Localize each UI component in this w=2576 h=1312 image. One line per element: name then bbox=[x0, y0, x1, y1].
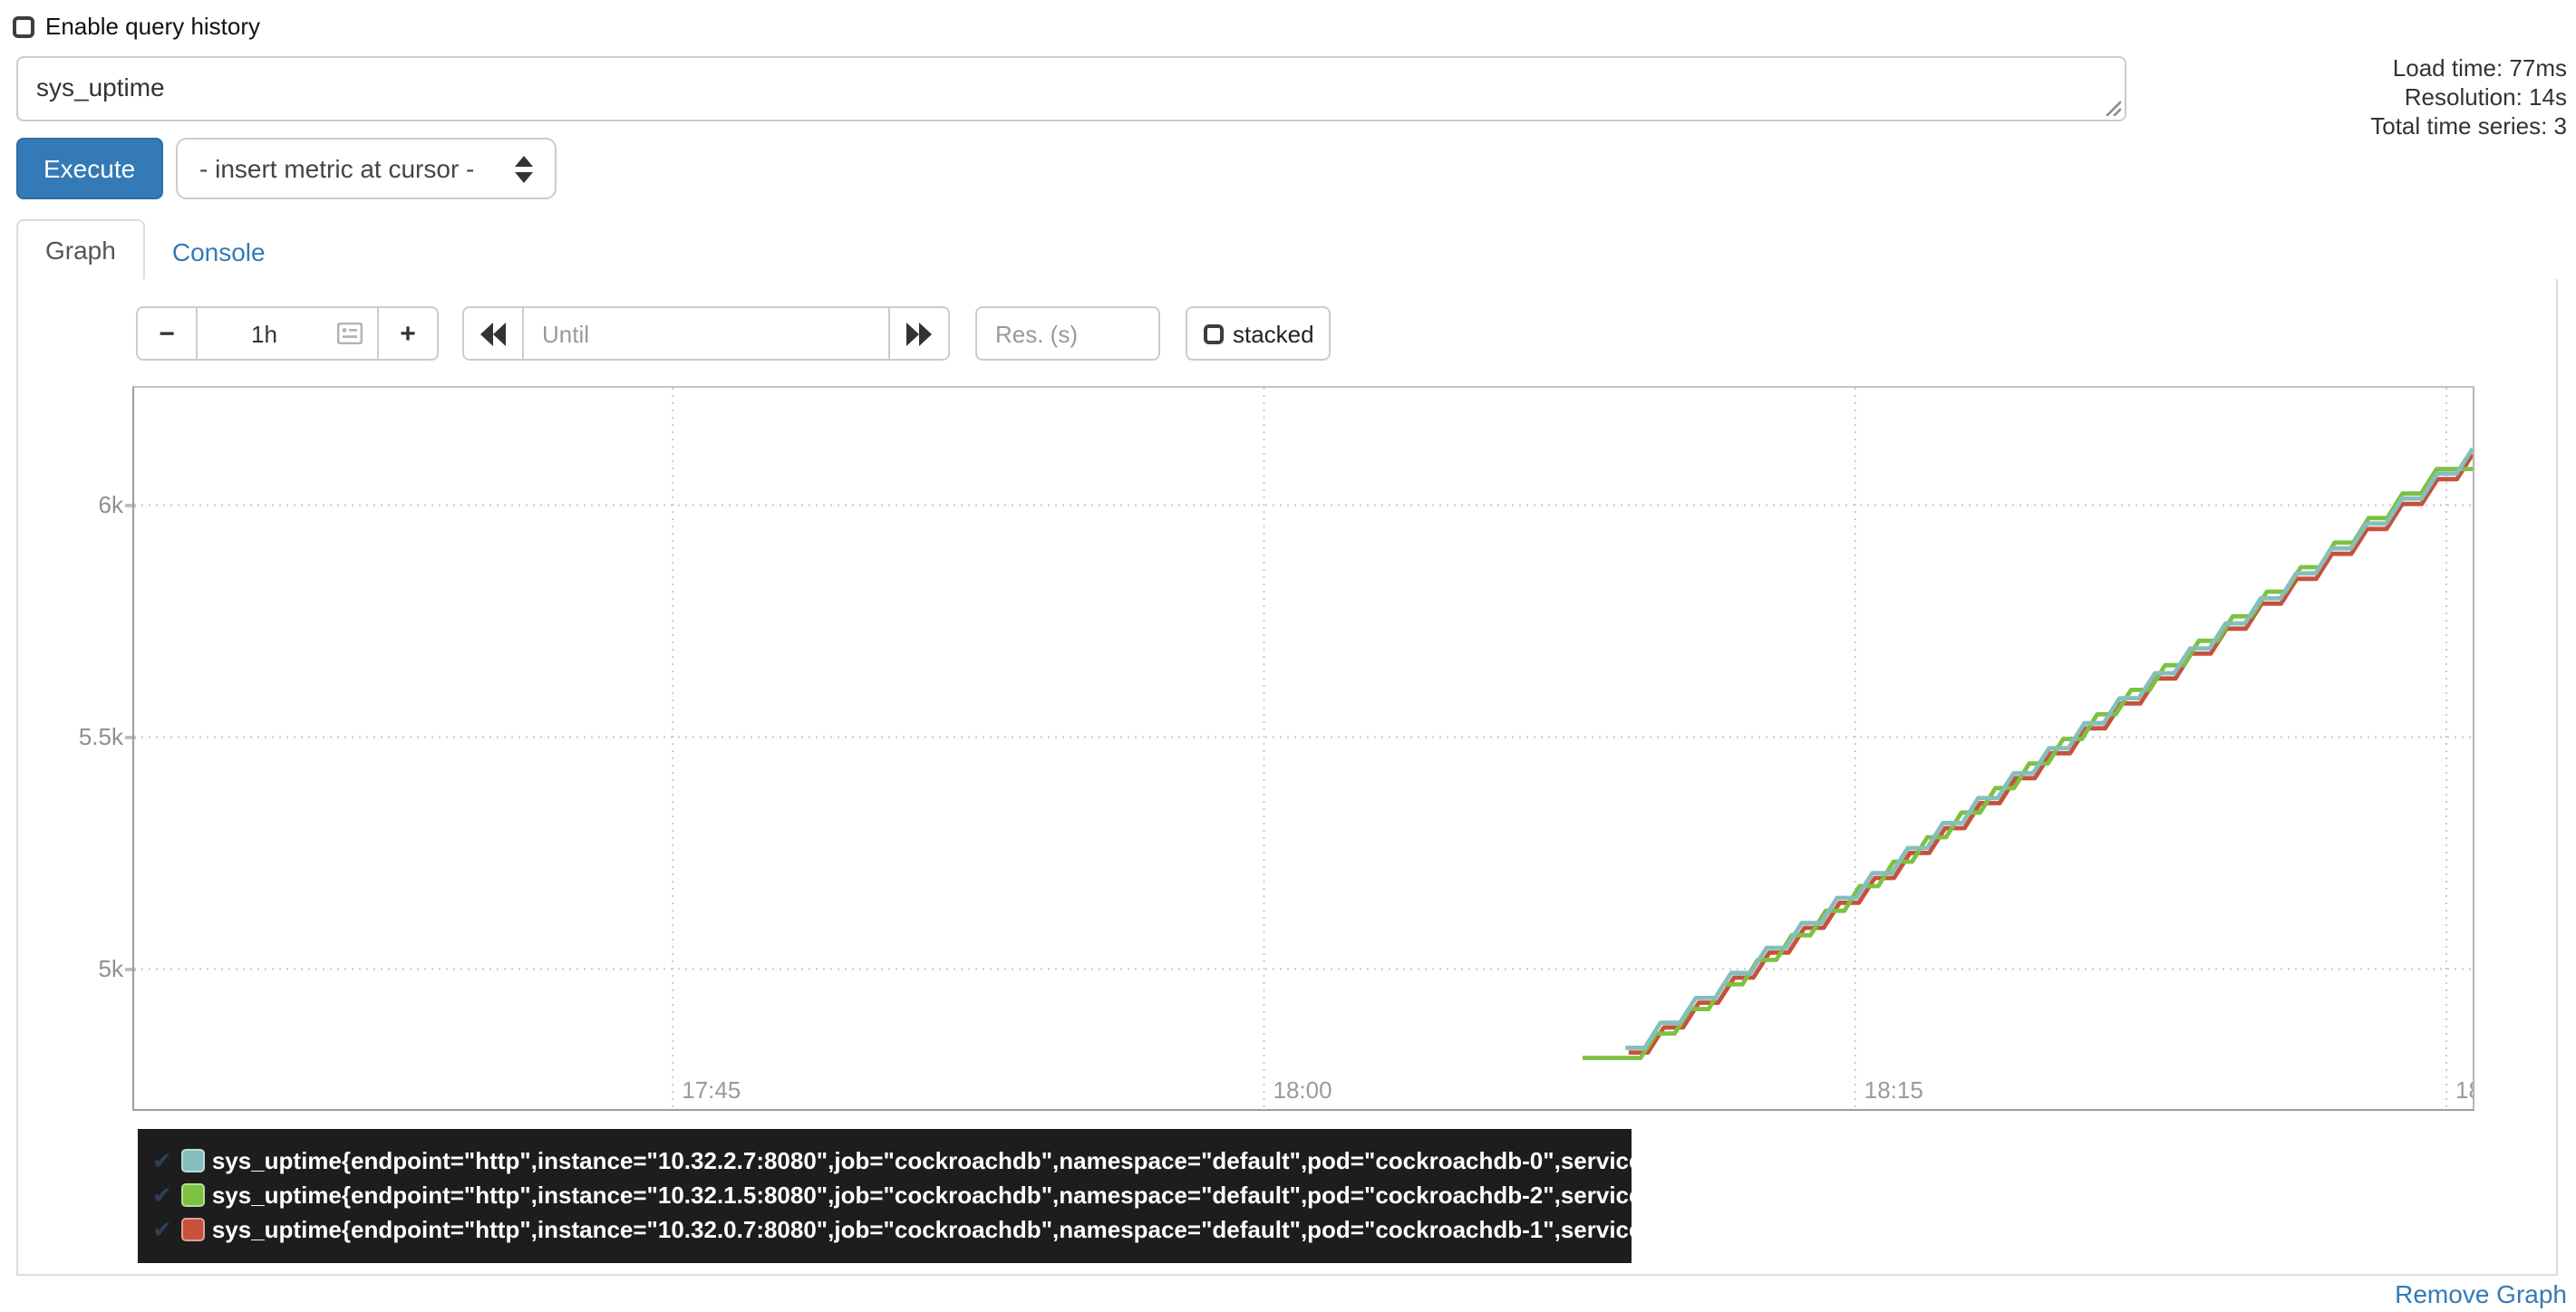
rewind-time-button[interactable] bbox=[462, 306, 524, 361]
y-tick-mark bbox=[125, 503, 136, 507]
y-tick-label: 5.5k bbox=[78, 722, 123, 750]
y-tick-label: 5k bbox=[98, 954, 123, 982]
insert-metric-selected-value: - insert metric at cursor - bbox=[199, 154, 475, 183]
legend-color-swatch bbox=[180, 1149, 205, 1172]
y-tick-label: 6k bbox=[98, 490, 123, 518]
range-input-group: − + bbox=[136, 306, 439, 361]
x-tick-label: 18:15 bbox=[1864, 1076, 1923, 1104]
resolution: Resolution: 14s bbox=[2404, 83, 2567, 111]
chart-legend: ✔ sys_uptime{endpoint="http",instance="10… bbox=[138, 1129, 1834, 1263]
x-tick-label: 18:30 bbox=[2455, 1076, 2473, 1104]
resolution-field bbox=[975, 306, 1160, 361]
load-time: Load time: 77ms bbox=[2392, 54, 2567, 82]
select-updown-icon bbox=[515, 155, 533, 182]
series-line bbox=[1583, 467, 2473, 1060]
legend-series-label: sys_uptime{endpoint="http",instance="10.… bbox=[211, 1182, 1835, 1209]
legend-color-swatch bbox=[180, 1218, 205, 1241]
legend-series-label: sys_uptime{endpoint="http",instance="10.… bbox=[211, 1216, 1835, 1243]
legend-series-label: sys_uptime{endpoint="http",instance="10.… bbox=[211, 1147, 1835, 1174]
double-right-arrow-icon bbox=[906, 322, 932, 345]
tab-console[interactable]: Console bbox=[171, 237, 266, 266]
graph-panel: − + bbox=[16, 279, 2558, 1276]
x-tick-label: 18:00 bbox=[1273, 1076, 1332, 1104]
x-tick-label: 17:45 bbox=[682, 1076, 741, 1104]
shrink-range-button[interactable]: − bbox=[136, 306, 198, 361]
enable-query-history-checkbox[interactable] bbox=[13, 15, 34, 37]
tab-graph[interactable]: Graph bbox=[16, 219, 145, 281]
legend-row[interactable]: ✔ sys_uptime{endpoint="http",instance="10… bbox=[152, 1178, 1834, 1212]
plot-area[interactable]: 17:45 18:00 18:15 18:30 bbox=[132, 386, 2474, 1111]
tab-bar: Graph Console bbox=[16, 219, 2558, 281]
series-line bbox=[1628, 452, 2473, 1055]
range-duration-input[interactable] bbox=[233, 320, 342, 347]
series-line bbox=[1625, 447, 2473, 1050]
time-input-group bbox=[462, 306, 950, 361]
legend-check-icon: ✔ bbox=[152, 1182, 172, 1209]
stacked-label: stacked bbox=[1233, 320, 1314, 347]
total-time-series: Total time series: 3 bbox=[2370, 112, 2567, 140]
stacked-toggle[interactable]: stacked bbox=[1186, 306, 1331, 361]
legend-check-icon: ✔ bbox=[152, 1216, 172, 1243]
legend-check-icon: ✔ bbox=[152, 1147, 172, 1174]
legend-color-swatch bbox=[180, 1183, 205, 1207]
y-tick-mark bbox=[125, 735, 136, 739]
execute-button[interactable]: Execute bbox=[16, 138, 163, 199]
stacked-checkbox[interactable] bbox=[1204, 323, 1224, 343]
until-field bbox=[522, 306, 890, 361]
until-input[interactable] bbox=[524, 308, 888, 359]
remove-graph-link[interactable]: Remove Graph bbox=[2395, 1279, 2567, 1308]
resolution-input[interactable] bbox=[977, 308, 1158, 359]
date-range-icon bbox=[337, 323, 363, 344]
query-stats: Load time: 77ms Resolution: 14s Total ti… bbox=[2370, 54, 2567, 141]
enable-query-history-row: Enable query history bbox=[13, 13, 260, 40]
legend-row[interactable]: ✔ sys_uptime{endpoint="http",instance="10… bbox=[152, 1143, 1834, 1178]
y-tick-mark bbox=[125, 967, 136, 971]
forward-time-button[interactable] bbox=[888, 306, 950, 361]
chart-svg: 17:45 18:00 18:15 18:30 bbox=[134, 388, 2473, 1109]
grow-range-button[interactable]: + bbox=[377, 306, 439, 361]
graph-controls: − + bbox=[136, 306, 1331, 361]
double-left-arrow-icon bbox=[480, 322, 506, 345]
query-expression-input[interactable]: sys_uptime bbox=[16, 56, 2126, 121]
range-duration-field[interactable] bbox=[196, 306, 379, 361]
insert-metric-select[interactable]: - insert metric at cursor - bbox=[176, 138, 557, 199]
enable-query-history-label: Enable query history bbox=[45, 13, 261, 40]
legend-row[interactable]: ✔ sys_uptime{endpoint="http",instance="10… bbox=[152, 1212, 1834, 1247]
